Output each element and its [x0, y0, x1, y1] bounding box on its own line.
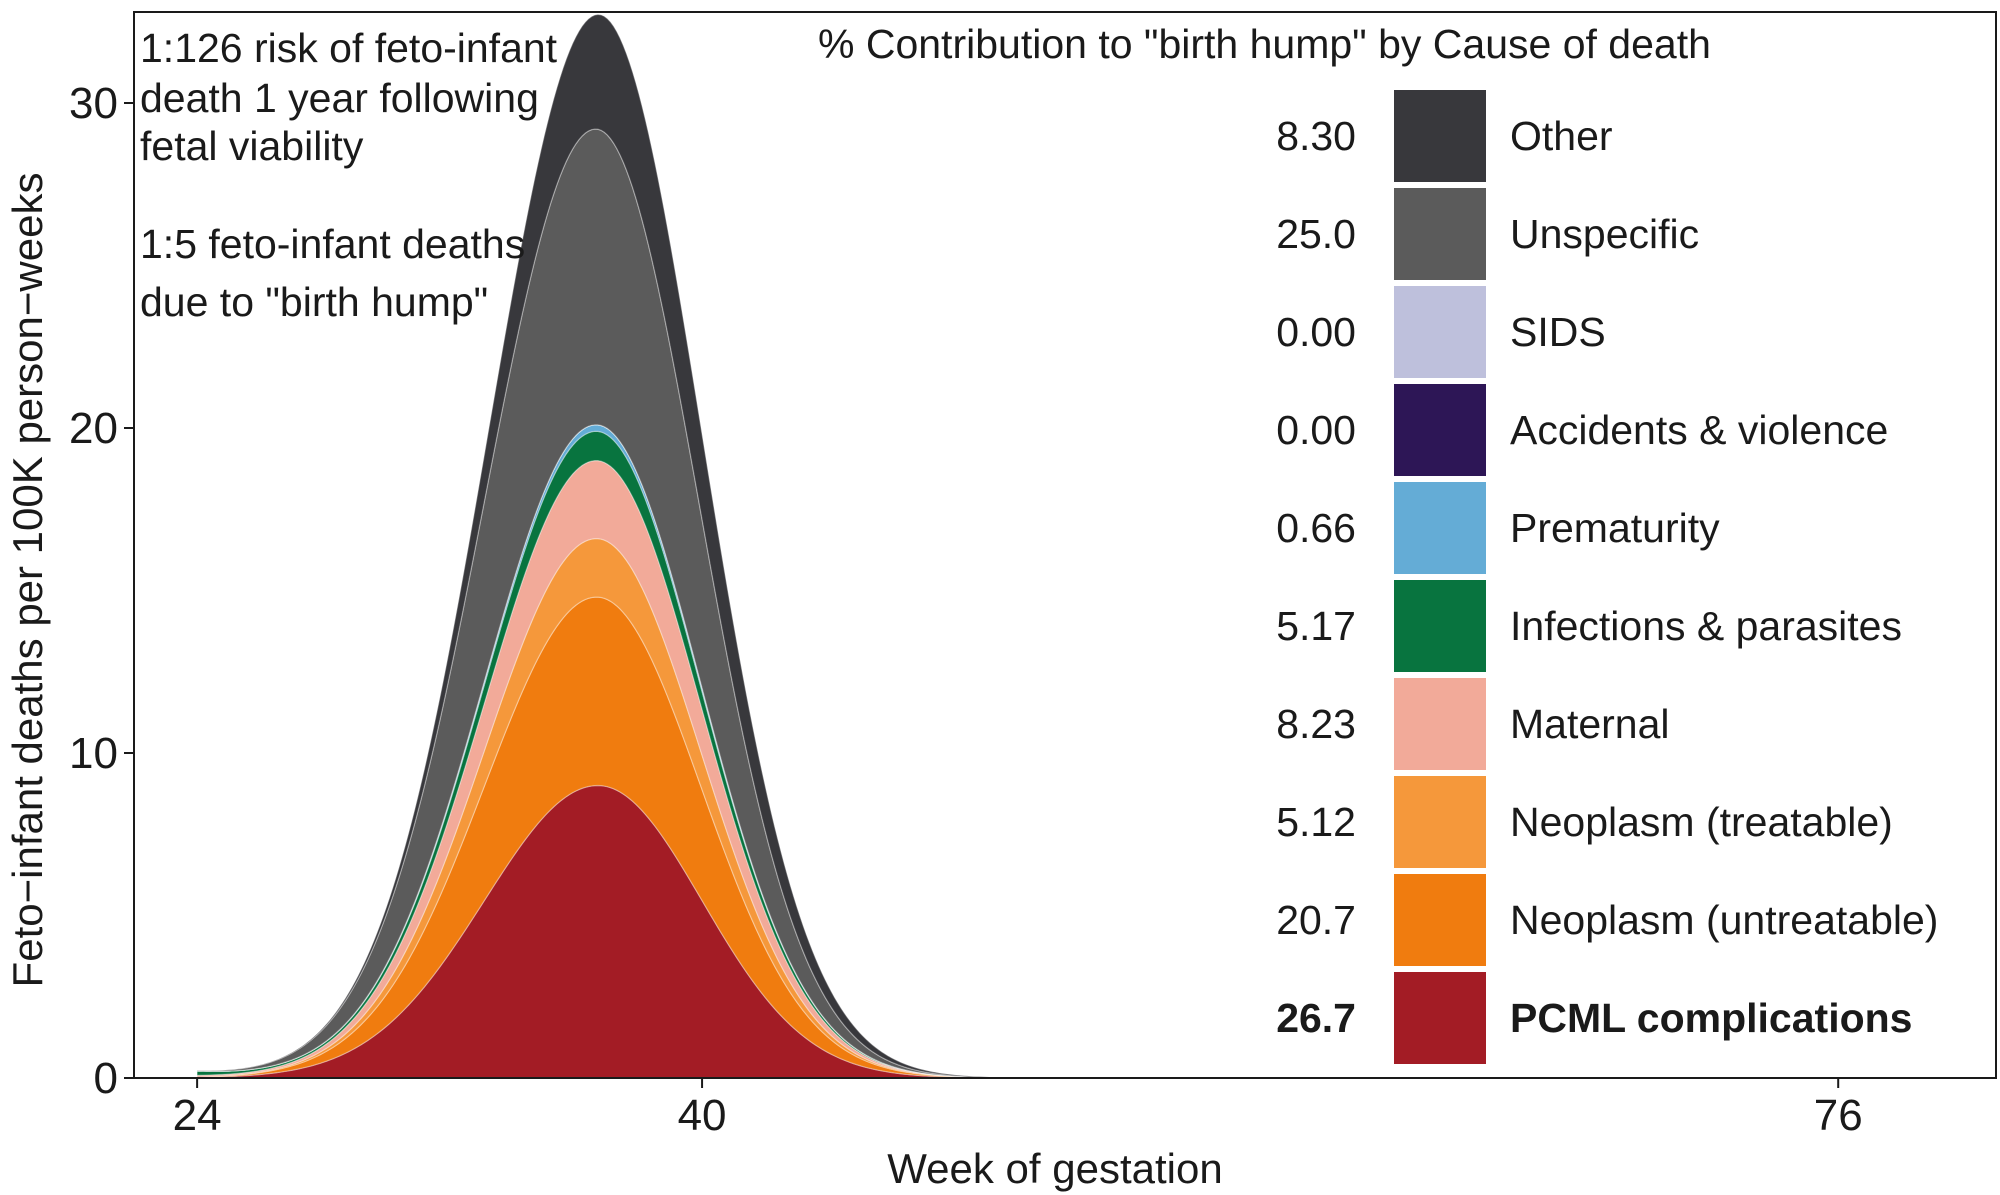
legend-swatch [1394, 776, 1486, 868]
legend-label: Infections & parasites [1510, 603, 1902, 649]
y-tick-label: 0 [94, 1054, 118, 1103]
legend-value: 20.7 [1276, 897, 1356, 943]
x-tick-label: 40 [678, 1091, 727, 1140]
legend-swatch [1394, 188, 1486, 280]
y-axis-title: Feto−infant deaths per 100K person−weeks [4, 173, 51, 988]
legend-value: 0.66 [1276, 505, 1356, 551]
legend-label: Unspecific [1510, 211, 1699, 257]
legend-label: Neoplasm (untreatable) [1510, 897, 1938, 943]
annotation-line: fetal viability [140, 123, 364, 169]
annotation-line: 1:5 feto-infant deaths [140, 221, 525, 267]
y-tick-label: 30 [69, 79, 118, 128]
legend-swatch [1394, 580, 1486, 672]
x-axis-title: Week of gestation [887, 1145, 1222, 1192]
plot-frame [133, 11, 1997, 1079]
legend-swatch [1394, 678, 1486, 770]
legend-label: SIDS [1510, 309, 1606, 355]
legend-swatch [1394, 286, 1486, 378]
legend-label: PCML complications [1510, 995, 1912, 1041]
legend-value: 0.00 [1276, 309, 1356, 355]
legend-value: 0.00 [1276, 407, 1356, 453]
legend-value: 5.17 [1276, 603, 1356, 649]
legend-value: 8.23 [1276, 701, 1356, 747]
y-axis: 0 10 20 30 [69, 79, 134, 1103]
legend-label: Maternal [1510, 701, 1670, 747]
legend-swatch [1394, 972, 1486, 1064]
legend-swatch [1394, 384, 1486, 476]
annotation-line: 1:126 risk of feto-infant [140, 25, 558, 71]
annotation-line: death 1 year following [140, 75, 539, 121]
x-tick-label: 24 [173, 1091, 222, 1140]
legend-swatch [1394, 482, 1486, 574]
legend-swatch [1394, 874, 1486, 966]
legend-value: 5.12 [1276, 799, 1356, 845]
legend-value: 26.7 [1276, 995, 1356, 1041]
x-tick-label: 76 [1814, 1091, 1863, 1140]
y-tick-label: 10 [69, 729, 118, 778]
x-axis: 24 40 76 [173, 1078, 1863, 1140]
annotation-line: due to "birth hump" [140, 279, 488, 325]
y-tick-label: 20 [69, 404, 118, 453]
legend-label: Accidents & violence [1510, 407, 1888, 453]
legend-swatch [1394, 90, 1486, 182]
legend-title: % Contribution to "birth hump" by Cause … [818, 21, 1711, 67]
legend: 8.30 Other 25.0 Unspecific 0.00 SIDS 0.00 Accid… [1276, 90, 1938, 1064]
legend-label: Neoplasm (treatable) [1510, 799, 1893, 845]
stacked-areas [196, 13, 1331, 1079]
legend-label: Prematurity [1510, 505, 1720, 551]
legend-value: 8.30 [1276, 113, 1356, 159]
legend-label: Other [1510, 113, 1613, 159]
legend-value: 25.0 [1276, 211, 1356, 257]
